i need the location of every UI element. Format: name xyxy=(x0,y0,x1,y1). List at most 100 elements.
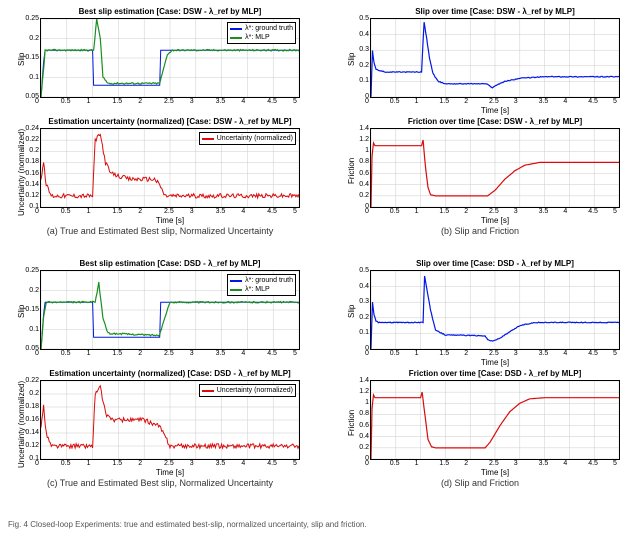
x-tick: 4 xyxy=(241,98,245,105)
x-tick: 4.5 xyxy=(267,460,277,467)
y-tick: 0.15 xyxy=(17,54,39,61)
x-tick: 1.5 xyxy=(439,98,449,105)
x-tick: 3 xyxy=(514,208,518,215)
x-tick: 3.5 xyxy=(539,98,549,105)
x-tick: 1.5 xyxy=(439,208,449,215)
x-tick: 4.5 xyxy=(267,350,277,357)
x-tick: 0 xyxy=(35,98,39,105)
x-tick: 4.5 xyxy=(588,350,598,357)
x-tick: 5 xyxy=(613,98,617,105)
y-tick: 0.22 xyxy=(17,377,39,384)
x-axis-label: Time [s] xyxy=(371,106,619,115)
y-tick: 0.15 xyxy=(17,306,39,313)
chart-title: Estimation uncertainty (normalized) [Cas… xyxy=(41,117,299,126)
y-tick: 0.8 xyxy=(347,158,369,165)
x-tick: 3 xyxy=(190,98,194,105)
x-tick: 0 xyxy=(35,208,39,215)
x-axis-label: Time [s] xyxy=(41,216,299,225)
x-tick: 1 xyxy=(415,98,419,105)
legend: λ*: ground truthλ*: MLP xyxy=(227,22,296,44)
x-tick: 0.5 xyxy=(61,350,71,357)
x-tick: 3 xyxy=(514,460,518,467)
x-tick: 4.5 xyxy=(267,208,277,215)
x-axis-label: Time [s] xyxy=(371,468,619,477)
y-tick: 0.24 xyxy=(17,125,39,132)
x-tick: 1 xyxy=(87,460,91,467)
x-tick: 4.5 xyxy=(267,98,277,105)
x-tick: 4.5 xyxy=(588,208,598,215)
x-tick: 2 xyxy=(138,208,142,215)
y-tick: 0.1 xyxy=(17,326,39,333)
legend-label: λ*: MLP xyxy=(245,285,270,294)
y-tick: 0.12 xyxy=(17,192,39,199)
x-tick: 4 xyxy=(241,208,245,215)
y-tick: 0.2 xyxy=(347,192,369,199)
x-tick: 3 xyxy=(514,350,518,357)
y-tick: 0.3 xyxy=(347,46,369,53)
y-tick: 0.25 xyxy=(17,15,39,22)
panel-c2-uncertainty-dsd: Estimation uncertainty (normalized) [Cas… xyxy=(40,380,300,460)
x-tick: 0.5 xyxy=(61,98,71,105)
x-tick: 4 xyxy=(563,208,567,215)
y-tick: 1 xyxy=(347,399,369,406)
x-tick: 3.5 xyxy=(539,460,549,467)
panel-b1-slip-dsw: Slip over time [Case: DSW - λ_ref by MLP… xyxy=(370,18,620,98)
caption-d: (d) Slip and Friction xyxy=(330,478,630,488)
y-tick: 0.2 xyxy=(347,314,369,321)
x-tick: 1 xyxy=(87,208,91,215)
x-tick: 5 xyxy=(293,460,297,467)
x-tick: 3 xyxy=(514,98,518,105)
y-tick: 0.4 xyxy=(347,283,369,290)
x-tick: 0.5 xyxy=(390,460,400,467)
panel-a1-best-slip-dsw: Best slip estimation [Case: DSW - λ_ref … xyxy=(40,18,300,98)
y-tick: 0.1 xyxy=(347,329,369,336)
x-tick: 4 xyxy=(563,98,567,105)
chart-title: Slip over time [Case: DSD - λ_ref by MLP… xyxy=(371,259,619,268)
legend: λ*: ground truthλ*: MLP xyxy=(227,274,296,296)
legend-label: Uncertainty (normalized) xyxy=(217,134,293,143)
x-tick: 3.5 xyxy=(539,208,549,215)
y-tick: 1.4 xyxy=(347,377,369,384)
x-tick: 0.5 xyxy=(390,350,400,357)
x-tick: 2 xyxy=(138,350,142,357)
x-tick: 3 xyxy=(190,208,194,215)
x-tick: 4 xyxy=(241,460,245,467)
x-tick: 4.5 xyxy=(588,98,598,105)
y-tick: 0.6 xyxy=(347,170,369,177)
legend-item: Uncertainty (normalized) xyxy=(202,386,293,395)
panel-b2-friction-dsw: Friction over time [Case: DSW - λ_ref by… xyxy=(370,128,620,208)
x-tick: 2 xyxy=(464,350,468,357)
legend-item: Uncertainty (normalized) xyxy=(202,134,293,143)
figure-caption: Fig. 4 Closed-loop Experiments: true and… xyxy=(8,520,628,529)
y-tick: 0.2 xyxy=(17,147,39,154)
x-tick: 2 xyxy=(464,98,468,105)
y-tick: 0.3 xyxy=(347,298,369,305)
x-tick: 3.5 xyxy=(216,350,226,357)
x-tick: 2 xyxy=(464,208,468,215)
x-tick: 1.5 xyxy=(439,350,449,357)
chart-title: Friction over time [Case: DSW - λ_ref by… xyxy=(371,117,619,126)
x-tick: 2.5 xyxy=(489,208,499,215)
x-tick: 2.5 xyxy=(164,98,174,105)
x-tick: 4 xyxy=(241,350,245,357)
x-tick: 3 xyxy=(190,350,194,357)
x-tick: 0 xyxy=(35,350,39,357)
legend-swatch xyxy=(202,390,214,392)
x-tick: 0 xyxy=(365,98,369,105)
x-tick: 2.5 xyxy=(164,208,174,215)
y-tick: 0.12 xyxy=(17,442,39,449)
legend-item: λ*: MLP xyxy=(230,285,293,294)
chart-title: Friction over time [Case: DSD - λ_ref by… xyxy=(371,369,619,378)
x-tick: 0.5 xyxy=(61,208,71,215)
x-tick: 1 xyxy=(87,350,91,357)
y-tick: 0.1 xyxy=(17,74,39,81)
x-tick: 5 xyxy=(293,98,297,105)
x-tick: 5 xyxy=(293,208,297,215)
y-tick: 1.2 xyxy=(347,388,369,395)
x-axis-label: Time [s] xyxy=(41,468,299,477)
y-tick: 0.14 xyxy=(17,429,39,436)
y-tick: 0.2 xyxy=(17,287,39,294)
x-axis-label: Time [s] xyxy=(371,216,619,225)
x-tick: 3.5 xyxy=(539,350,549,357)
caption-c: (c) True and Estimated Best slip, Normal… xyxy=(0,478,320,488)
